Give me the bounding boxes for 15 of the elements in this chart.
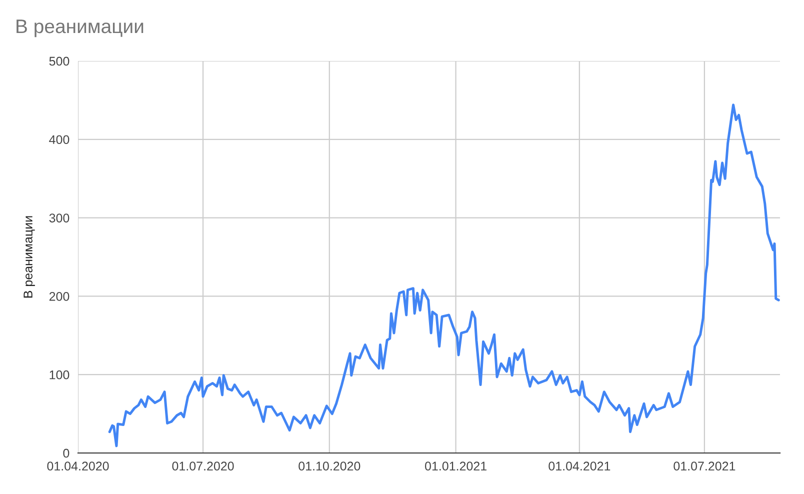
x-tick-label: 01.04.2021: [548, 462, 610, 471]
y-tick-label: 100: [50, 370, 70, 380]
y-tick-label: 400: [49, 135, 70, 144]
x-tick-label: 01.01.2021: [425, 462, 486, 471]
y-tick-label: 0: [63, 448, 70, 458]
x-tick-label: 01.07.2021: [674, 462, 736, 471]
line-series: [108, 104, 780, 448]
x-tick-label: 01.07.2020: [172, 462, 234, 471]
y-tick-label: 300: [49, 214, 70, 222]
y-axis-title: В реанимации: [24, 216, 35, 298]
x-tick-label: 01.04.2020: [47, 462, 109, 471]
chart-title: В реанимации: [16, 20, 144, 38]
x-tick-label: 01.10.2020: [298, 462, 360, 471]
y-tick-label: 500: [49, 56, 70, 66]
y-tick-label: 200: [49, 292, 70, 301]
